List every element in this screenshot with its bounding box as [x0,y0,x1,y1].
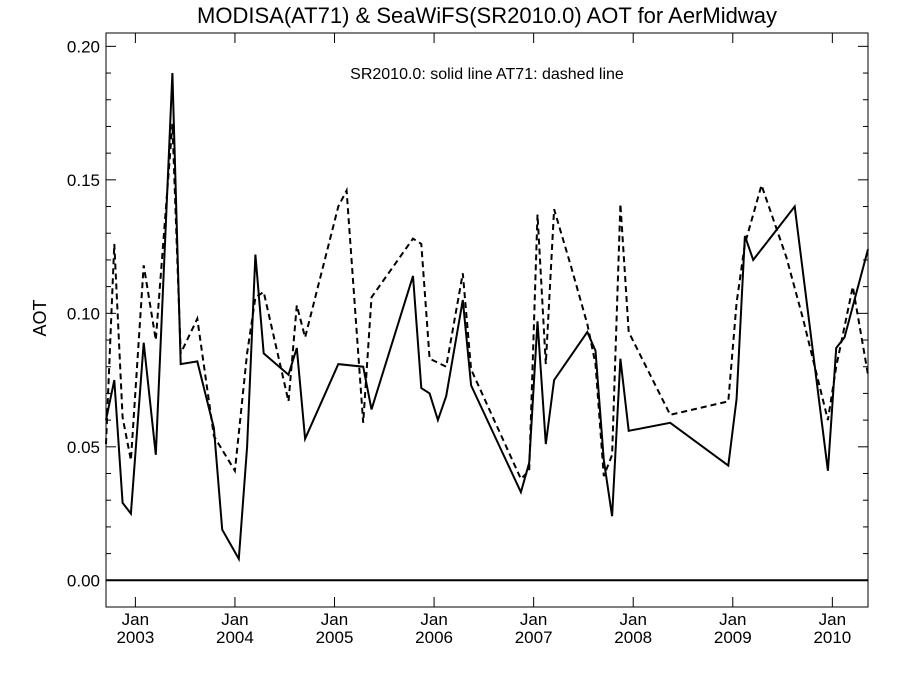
axes-layer: 0.000.050.100.150.20Jan2003Jan2004Jan200… [67,33,868,647]
y-tick-label: 0.05 [67,438,100,457]
x-tick-label-year: 2007 [515,628,553,647]
series-line-at71 [105,123,869,481]
x-tick-label-year: 2009 [714,628,752,647]
series-line-sr2010-0 [105,72,869,563]
y-axis-label: AOT [30,299,50,336]
x-tick-label-month: Jan [321,610,348,629]
x-tick-label-month: Jan [221,610,248,629]
x-tick-label-year: 2008 [614,628,652,647]
x-tick-label-month: Jan [122,610,149,629]
y-tick-label: 0.20 [67,37,100,56]
x-tick-label-month: Jan [420,610,447,629]
x-tick-label-year: 2003 [116,628,154,647]
series-layer [105,72,869,563]
plot-frame [105,32,869,608]
x-tick-label-year: 2006 [415,628,453,647]
chart-title: MODISA(AT71) & SeaWiFS(SR2010.0) AOT for… [197,3,777,28]
x-tick-label-month: Jan [620,610,647,629]
y-tick-label: 0.15 [67,171,100,190]
x-tick-label-month: Jan [520,610,547,629]
series-legend-note: SR2010.0: solid line AT71: dashed line [350,66,624,83]
x-tick-label-year: 2004 [216,628,254,647]
x-tick-label-year: 2005 [316,628,354,647]
x-tick-label-month: Jan [819,610,846,629]
x-tick-label-year: 2010 [813,628,851,647]
y-tick-label: 0.00 [67,571,100,590]
y-tick-label: 0.10 [67,304,100,323]
x-tick-label-month: Jan [719,610,746,629]
